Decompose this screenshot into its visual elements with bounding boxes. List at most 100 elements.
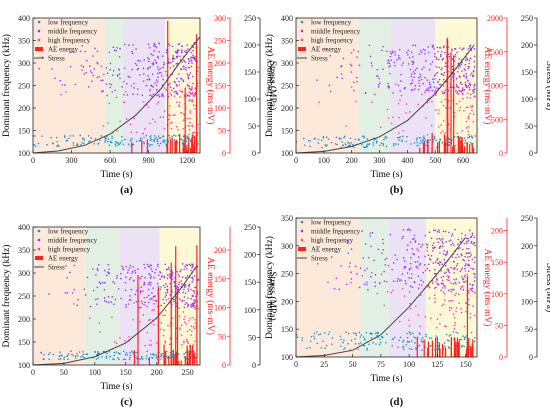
middle-frequency-point xyxy=(142,73,145,75)
low-frequency-point xyxy=(365,331,368,334)
high-frequency-point xyxy=(439,313,442,316)
middle-frequency-point xyxy=(96,50,99,53)
middle-frequency-point xyxy=(183,65,185,68)
middle-frequency-point xyxy=(374,285,376,288)
high-frequency-point xyxy=(168,92,171,94)
middle-frequency-point xyxy=(150,268,153,270)
middle-frequency-point xyxy=(461,87,464,89)
low-frequency-point xyxy=(58,355,61,358)
middle-frequency-point xyxy=(458,75,461,78)
low-frequency-point xyxy=(317,142,320,144)
low-frequency-point xyxy=(162,140,164,143)
middle-frequency-point xyxy=(188,95,191,97)
high-frequency-point xyxy=(191,87,193,90)
middle-frequency-point xyxy=(164,286,166,289)
low-frequency-point xyxy=(76,352,78,355)
legend-label: Stress xyxy=(311,255,328,263)
low-frequency-point xyxy=(85,353,87,355)
low-frequency-point xyxy=(350,142,352,144)
middle-frequency-point xyxy=(340,265,342,267)
low-frequency-point xyxy=(186,137,188,140)
low-frequency-point xyxy=(102,350,105,353)
middle-frequency-point xyxy=(186,44,189,46)
middle-frequency-point xyxy=(342,57,345,60)
high-frequency-point xyxy=(409,302,411,305)
middle-frequency-point xyxy=(464,267,466,270)
middle-frequency-point xyxy=(126,82,128,85)
middle-frequency-point xyxy=(156,282,159,285)
middle-frequency-point xyxy=(428,286,431,289)
middle-frequency-point xyxy=(182,291,185,294)
low-frequency-point xyxy=(325,344,328,347)
middle-frequency-point xyxy=(453,244,455,247)
middle-frequency-point xyxy=(132,266,134,268)
low-frequency-point xyxy=(327,333,330,336)
high-frequency-point xyxy=(142,101,145,103)
legend-label: AE energy xyxy=(311,46,341,54)
high-frequency-point xyxy=(455,292,457,295)
y-tick-label: 150 xyxy=(18,338,30,347)
middle-frequency-point xyxy=(172,60,174,63)
middle-frequency-point xyxy=(420,49,422,52)
x-tick-label: 1200 xyxy=(179,156,195,165)
middle-frequency-point xyxy=(179,270,181,273)
middle-frequency-point xyxy=(468,88,471,91)
middle-frequency-point xyxy=(412,44,414,46)
legend-swatch xyxy=(300,220,304,224)
low-frequency-point xyxy=(60,354,62,357)
middle-frequency-point xyxy=(396,280,399,283)
low-frequency-point xyxy=(386,137,388,139)
high-frequency-point xyxy=(465,302,467,305)
middle-frequency-point xyxy=(106,72,109,75)
middle-frequency-point xyxy=(443,71,446,74)
low-frequency-point xyxy=(43,353,45,356)
low-frequency-point xyxy=(401,139,403,142)
x-tick-label: 400 xyxy=(401,156,413,165)
ae-tick-label: 1500 xyxy=(487,48,503,57)
low-frequency-point xyxy=(376,334,379,337)
low-frequency-point xyxy=(463,338,466,341)
middle-frequency-point xyxy=(408,277,410,279)
middle-frequency-point xyxy=(173,91,176,93)
middle-frequency-point xyxy=(392,262,395,264)
low-frequency-point xyxy=(135,355,137,358)
low-frequency-point xyxy=(408,340,411,343)
low-frequency-point xyxy=(366,347,368,350)
middle-frequency-point xyxy=(451,242,454,245)
middle-frequency-point xyxy=(461,237,463,240)
middle-frequency-point xyxy=(397,54,400,57)
legend-label: AE energy xyxy=(48,46,78,54)
middle-frequency-point xyxy=(444,65,447,68)
middle-frequency-point xyxy=(147,60,150,63)
high-frequency-point xyxy=(467,130,470,133)
middle-frequency-point xyxy=(417,250,420,252)
middle-frequency-point xyxy=(448,55,451,58)
low-frequency-point xyxy=(362,336,365,338)
low-frequency-point xyxy=(366,144,368,147)
middle-frequency-point xyxy=(444,51,446,54)
low-frequency-point xyxy=(375,343,377,345)
low-frequency-point xyxy=(156,140,159,143)
panel-3: 0 25 50 75 100 125 150100150200250300350050100… xyxy=(264,214,550,408)
low-frequency-point xyxy=(347,141,349,144)
low-frequency-point xyxy=(82,351,84,353)
middle-frequency-point xyxy=(433,48,435,50)
panel-2: 0 50 100 150 200 2501001502002503003504000501… xyxy=(1,223,278,408)
stress-tick-label: 100 xyxy=(521,297,533,306)
low-frequency-point xyxy=(449,334,452,336)
middle-frequency-point xyxy=(181,90,183,93)
middle-frequency-point xyxy=(453,288,455,291)
middle-frequency-point xyxy=(424,234,427,237)
middle-frequency-point xyxy=(393,61,396,64)
middle-frequency-point xyxy=(119,47,121,50)
high-frequency-point xyxy=(466,96,469,99)
middle-frequency-point xyxy=(429,86,432,89)
stress-axis-label: Stress (MPa) xyxy=(267,271,278,320)
middle-frequency-point xyxy=(370,245,372,248)
low-frequency-point xyxy=(301,337,304,339)
stress-tick-label: 200 xyxy=(521,41,533,50)
middle-frequency-point xyxy=(430,254,433,257)
middle-frequency-point xyxy=(414,261,417,263)
low-frequency-point xyxy=(397,346,399,349)
middle-frequency-point xyxy=(123,43,126,46)
